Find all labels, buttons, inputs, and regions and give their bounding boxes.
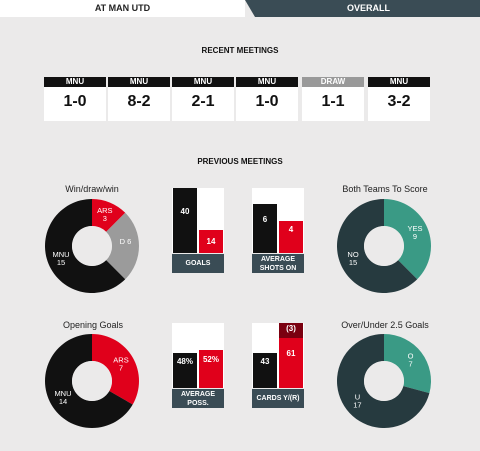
card-cards-bar-label: 61 <box>286 349 296 359</box>
cards-card: 43 61 (3) CARDS Y/(R) <box>252 323 304 408</box>
over-under-title: Over/Under 2.5 Goals <box>341 320 429 330</box>
win-draw-win-donut: ARS 3 D 6 MNU 15 <box>44 199 139 293</box>
recent-meeting-result: MNU <box>44 77 106 87</box>
possession-card: 48% 52% AVERAGE POSS. <box>172 323 224 408</box>
card-goals-bar-1: 40 <box>173 188 197 253</box>
tab-overall-label: OVERALL <box>346 3 390 13</box>
card-cards-bar-2: 61 <box>279 338 303 388</box>
donut-btts-slice-no <box>337 199 418 293</box>
donut-wdw-label-ars: ARS 3 <box>97 206 112 223</box>
donut-opening-slice-ars <box>92 334 139 405</box>
btts-donut: YES 9 NO 15 <box>337 199 431 293</box>
donut-wdw-slice-d <box>106 212 139 280</box>
opening-goals-title: Opening Goals <box>62 320 124 330</box>
card-shots-bar-label: 6 <box>262 214 268 224</box>
card-shots-caption: AVERAGE SHOTS ON <box>252 254 304 273</box>
donut-wdw-hole <box>72 226 112 266</box>
card-poss-plot: 48% 52% <box>172 323 224 388</box>
recent-meeting-score: 1-1 <box>321 93 345 110</box>
card-cards-plot: 43 61 (3) <box>252 323 304 388</box>
card-cards-caption: CARDS Y/(R) <box>252 389 304 408</box>
donut-wdw-slice-mnu <box>44 199 126 293</box>
tab-overall[interactable]: OVERALL <box>245 0 480 17</box>
card-poss-bar-label: 48% <box>176 357 193 367</box>
recent-meeting-5: DRAW 1-1 <box>302 77 364 121</box>
donut-btts-slice-yes <box>384 199 431 280</box>
shots-on-card: 6 4 AVERAGE SHOTS ON <box>252 188 304 273</box>
tab-at-man-utd[interactable]: AT MAN UTD <box>0 0 245 17</box>
recent-meetings-title: RECENT MEETINGS <box>201 46 279 55</box>
donut-ou-slice-o <box>384 334 431 394</box>
donut-wdw-slice-ars <box>92 199 126 232</box>
donut-opening-label-mnu: MNU 14 <box>54 389 71 406</box>
card-poss-bar-1: 48% <box>173 353 197 388</box>
view-tabs: AT MAN UTD OVERALL <box>0 0 480 17</box>
goals-card: 40 14 GOALS <box>172 188 224 273</box>
recent-meeting-3: MNU 2-1 <box>172 77 234 121</box>
recent-meeting-4: MNU 1-0 <box>236 77 298 121</box>
recent-meeting-6: MNU 3-2 <box>368 77 430 121</box>
donut-opening-slice-mnu <box>44 334 133 428</box>
opening-goals-donut: ARS 7 MNU 14 <box>44 334 139 428</box>
recent-meeting-score: 1-0 <box>63 93 87 110</box>
recent-meeting-score: 2-1 <box>191 93 215 110</box>
card-cards-bar-label: 43 <box>260 357 270 367</box>
donut-ou-label-u: U 17 <box>353 392 361 409</box>
recent-meeting-result: MNU <box>236 77 298 87</box>
card-cards-bar-extra: (3) <box>279 323 303 339</box>
card-shots-bar-label: 4 <box>288 224 294 234</box>
card-poss-bar-2: 52% <box>199 350 223 388</box>
over-under-donut: O 7 U 17 <box>337 334 431 428</box>
card-goals-bar-label: 40 <box>180 206 190 216</box>
recent-meeting-score: 1-0 <box>255 93 279 110</box>
recent-meeting-1: MNU 1-0 <box>44 77 106 121</box>
donut-btts-label-no: NO 15 <box>347 250 358 267</box>
card-goals-caption: GOALS <box>172 254 224 273</box>
card-goals-bar-label: 14 <box>206 236 216 246</box>
donut-wdw-label-d: D 6 <box>120 237 132 246</box>
previous-meetings-title: PREVIOUS MEETINGS <box>197 157 283 166</box>
card-goals-plot: 40 14 <box>172 188 224 253</box>
donut-ou-hole <box>364 361 404 401</box>
card-goals-bar-2: 14 <box>199 230 223 253</box>
donut-btts-label-yes: YES 9 <box>407 224 422 241</box>
recent-meeting-score: 8-2 <box>127 93 151 110</box>
donut-opening-label-ars: ARS 7 <box>113 355 128 372</box>
btts-title: Both Teams To Score <box>342 184 428 194</box>
recent-meeting-2: MNU 8-2 <box>108 77 170 121</box>
card-poss-bar-label: 52% <box>202 355 219 365</box>
card-cards-bar-1: 43 <box>253 353 277 388</box>
donut-opening-hole <box>72 361 112 401</box>
card-shots-bar-2: 4 <box>279 220 303 253</box>
win-draw-win-title: Win/draw/win <box>65 184 119 194</box>
card-cards-bar-extra-label: (3) <box>286 324 296 333</box>
recent-meeting-result: DRAW <box>302 77 364 87</box>
recent-meeting-result: MNU <box>368 77 430 87</box>
recent-meeting-result: MNU <box>108 77 170 87</box>
recent-meeting-score: 3-2 <box>387 93 411 110</box>
donut-wdw-label-mnu: MNU 15 <box>53 250 70 267</box>
card-poss-caption: AVERAGE POSS. <box>172 389 224 408</box>
donut-ou-slice-u <box>337 334 430 428</box>
card-shots-bar-1: 6 <box>253 204 277 253</box>
recent-meeting-result: MNU <box>172 77 234 87</box>
donut-btts-hole <box>364 226 404 266</box>
